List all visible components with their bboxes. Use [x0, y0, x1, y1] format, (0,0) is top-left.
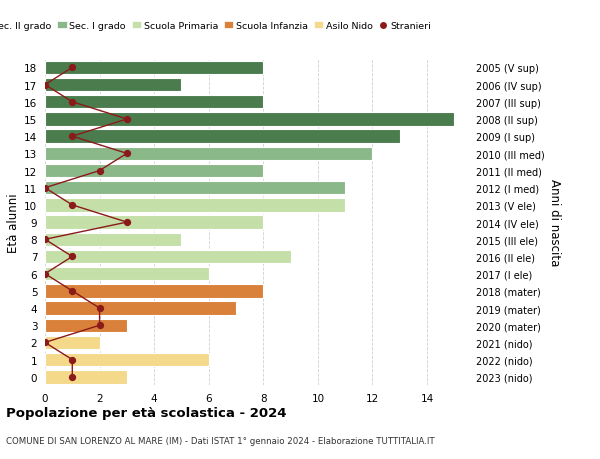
Bar — [45, 285, 263, 298]
Point — [40, 82, 50, 89]
Bar — [45, 216, 263, 230]
Bar — [45, 302, 236, 315]
Bar — [45, 319, 127, 332]
Point — [67, 65, 77, 72]
Point — [95, 168, 104, 175]
Bar — [45, 353, 209, 367]
Point — [40, 270, 50, 278]
Point — [67, 99, 77, 106]
Bar — [45, 336, 100, 349]
Point — [122, 219, 131, 226]
Bar — [45, 233, 181, 246]
Bar — [45, 113, 454, 126]
Point — [67, 287, 77, 295]
Y-axis label: Anni di nascita: Anni di nascita — [548, 179, 561, 266]
Y-axis label: Età alunni: Età alunni — [7, 193, 20, 252]
Point — [40, 339, 50, 347]
Bar — [45, 250, 290, 263]
Bar — [45, 370, 127, 384]
Bar — [45, 78, 181, 92]
Point — [122, 151, 131, 158]
Point — [40, 236, 50, 243]
Bar — [45, 96, 263, 109]
Point — [67, 253, 77, 261]
Legend: Sec. II grado, Sec. I grado, Scuola Primaria, Scuola Infanzia, Asilo Nido, Stran: Sec. II grado, Sec. I grado, Scuola Prim… — [0, 22, 431, 31]
Bar — [45, 199, 345, 212]
Bar — [45, 182, 345, 195]
Point — [67, 373, 77, 381]
Text: COMUNE DI SAN LORENZO AL MARE (IM) - Dati ISTAT 1° gennaio 2024 - Elaborazione T: COMUNE DI SAN LORENZO AL MARE (IM) - Dat… — [6, 436, 434, 445]
Bar — [45, 130, 400, 144]
Point — [95, 322, 104, 329]
Bar — [45, 164, 263, 178]
Bar — [45, 147, 373, 161]
Point — [67, 202, 77, 209]
Bar — [45, 62, 263, 75]
Text: Popolazione per età scolastica - 2024: Popolazione per età scolastica - 2024 — [6, 406, 287, 419]
Point — [67, 133, 77, 140]
Point — [40, 185, 50, 192]
Point — [95, 305, 104, 312]
Point — [122, 116, 131, 123]
Bar — [45, 268, 209, 281]
Point — [67, 356, 77, 364]
